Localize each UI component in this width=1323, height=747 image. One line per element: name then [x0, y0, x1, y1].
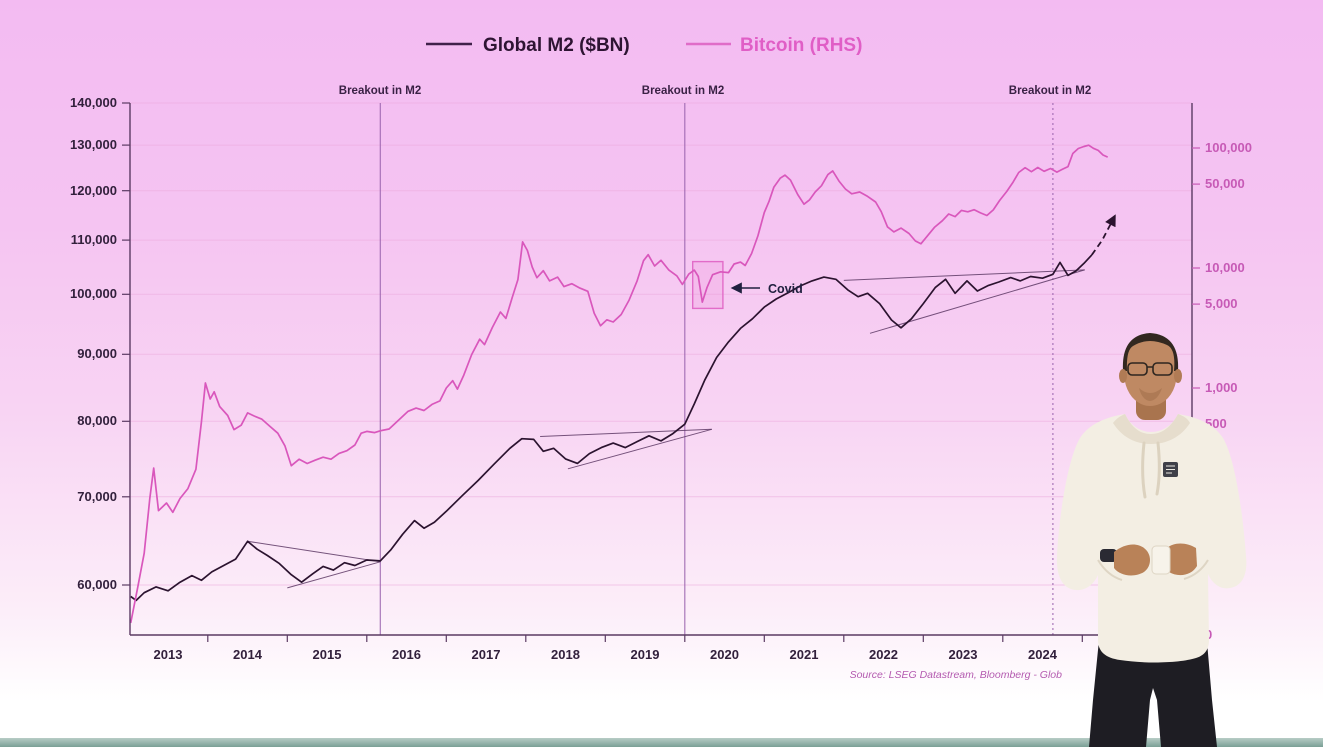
right-tick-label: 100,000 [1205, 140, 1252, 155]
year-label: 2016 [392, 647, 421, 662]
left-axis-ticks [122, 102, 130, 586]
trendline-5 [843, 269, 1085, 281]
breakout-label-1: Breakout in M2 [339, 85, 421, 97]
stage-floor-edge [0, 738, 1323, 747]
x-axis-ticks [207, 635, 1083, 642]
year-label: 2013 [154, 647, 183, 662]
year-label: 2015 [313, 647, 342, 662]
breakout-label-2: Breakout in M2 [642, 85, 724, 97]
year-label: 2014 [233, 647, 263, 662]
wrist-watch [1100, 549, 1117, 562]
axes [129, 103, 1193, 636]
trendline-3 [540, 428, 712, 437]
legend: Global M2 ($BN) Bitcoin (RHS) [426, 35, 862, 56]
year-label: 2023 [949, 647, 978, 662]
left-tick-label: 100,000 [70, 286, 117, 301]
left-tick-label: 70,000 [77, 489, 117, 504]
left-axis: 140,000 130,000 120,000 110,000 100,000 … [70, 95, 130, 592]
bitcoin-line [129, 144, 1109, 624]
presenter-ear-left [1119, 369, 1127, 383]
trendline-2 [287, 561, 381, 589]
glasses-left-lens [1127, 362, 1148, 376]
hoodie-logo [1163, 462, 1178, 477]
legend-label-m2: Global M2 ($BN) [483, 35, 630, 56]
presenter-face [1123, 337, 1177, 406]
trendline-4 [567, 428, 712, 470]
legend-label-bitcoin: Bitcoin (RHS) [740, 35, 862, 56]
clicker-object [1151, 545, 1171, 575]
breakout-labels: Breakout in M2 Breakout in M2 Breakout i… [339, 85, 1091, 97]
right-tick-label: 50,000 [1205, 176, 1245, 191]
covid-label: Covid [768, 282, 803, 296]
source-text: Source: LSEG Datastream, Bloomberg - Glo… [850, 669, 1063, 681]
hoodie-collar [1113, 414, 1190, 444]
glasses-right-lens [1152, 362, 1173, 376]
covid-annotation: Covid [730, 282, 803, 296]
left-tick-label: 80,000 [77, 413, 117, 428]
year-label: 2017 [472, 647, 501, 662]
right-tick-label: 5,000 [1205, 296, 1238, 311]
presenter-mouth-shadow [1139, 388, 1162, 401]
year-label: 2019 [631, 647, 660, 662]
right-tick-label: 10,000 [1205, 260, 1245, 275]
global-m2-line [130, 254, 1093, 602]
presenter-hair [1122, 333, 1179, 371]
breakout-label-3: Breakout in M2 [1009, 85, 1091, 97]
plot-layer [129, 103, 1116, 635]
hoodie-crease-left [1097, 559, 1123, 581]
left-tick-label: 130,000 [70, 137, 117, 152]
hoodie-crease-right [1183, 559, 1209, 580]
left-tick-label: 120,000 [70, 183, 117, 198]
global-m2-projection-arrow [1091, 214, 1116, 256]
left-tick-label: 60,000 [77, 577, 117, 592]
year-label: 2018 [551, 647, 580, 662]
left-tick-label: 140,000 [70, 95, 117, 110]
left-tick-label: 90,000 [77, 346, 117, 361]
presenter-hoodie [1056, 414, 1247, 663]
year-label: 2024 [1028, 647, 1058, 662]
gridlines [130, 102, 1192, 586]
year-label: 2021 [790, 647, 819, 662]
trendline-1 [247, 540, 381, 563]
year-label: 2020 [710, 647, 739, 662]
left-tick-label: 110,000 [71, 232, 117, 247]
right-tick-label: 1,000 [1205, 380, 1238, 395]
presenter [1056, 333, 1247, 747]
x-axis: 2013 2014 2015 2016 2017 2018 2019 2020 … [154, 635, 1083, 662]
presenter-hand-right [1162, 543, 1197, 576]
presenter-hand-left [1114, 544, 1150, 576]
hoodie-drawstring-right [1155, 441, 1161, 496]
presenter-ear-right [1174, 369, 1182, 383]
hoodie-drawstring-left [1141, 441, 1147, 499]
year-label: 2022 [869, 647, 898, 662]
